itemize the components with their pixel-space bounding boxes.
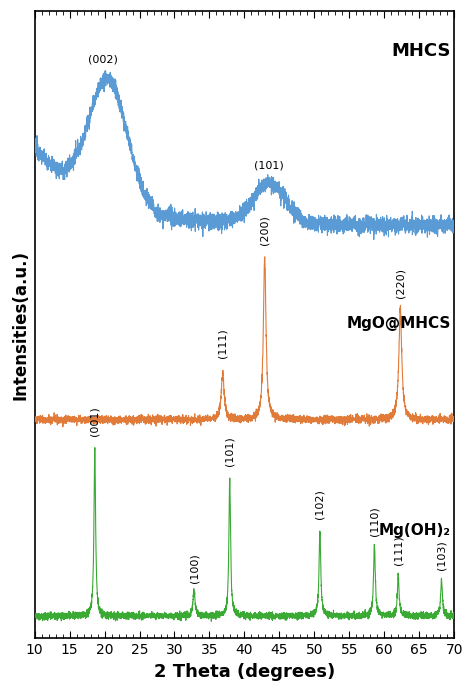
- Text: (200): (200): [260, 215, 270, 245]
- Text: (100): (100): [189, 553, 199, 583]
- Text: (101): (101): [254, 161, 284, 170]
- Text: (001): (001): [90, 407, 100, 437]
- Text: (002): (002): [88, 55, 118, 64]
- Text: (102): (102): [315, 490, 325, 520]
- Text: Mg(OH)₂: Mg(OH)₂: [379, 522, 451, 538]
- Text: MHCS: MHCS: [391, 42, 451, 60]
- Text: (111): (111): [393, 536, 403, 565]
- X-axis label: 2 Theta (degrees): 2 Theta (degrees): [154, 663, 335, 681]
- Text: (111): (111): [218, 329, 228, 358]
- Y-axis label: Intensities(a.u.): Intensities(a.u.): [11, 250, 29, 400]
- Text: (220): (220): [395, 268, 405, 298]
- Text: (110): (110): [369, 507, 380, 536]
- Text: (103): (103): [437, 540, 447, 570]
- Text: MgO@MHCS: MgO@MHCS: [346, 316, 451, 331]
- Text: (101): (101): [225, 437, 235, 466]
